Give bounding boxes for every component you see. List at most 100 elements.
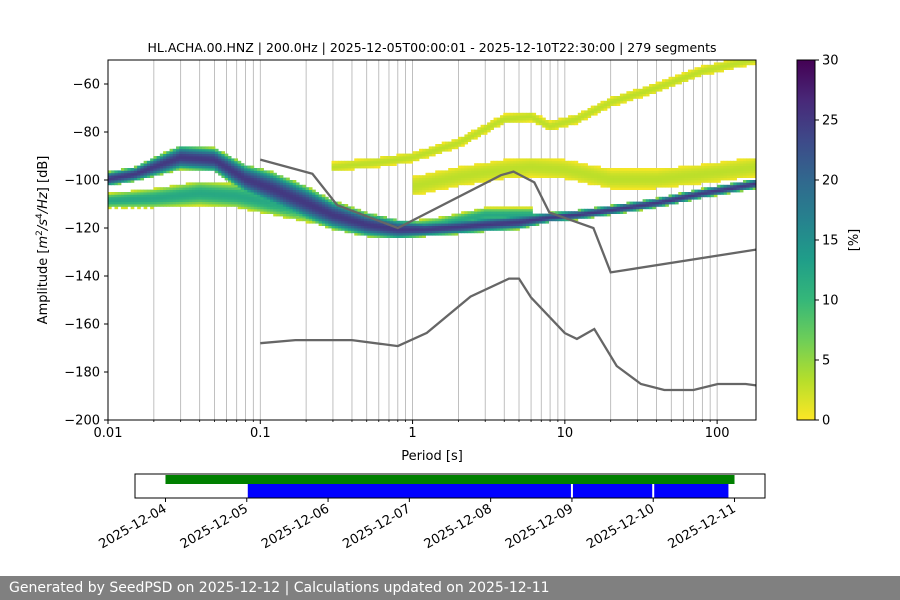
heatmap-cell: [448, 180, 452, 183]
heatmap-cell: [451, 177, 456, 181]
heatmap-cell: [513, 117, 517, 121]
heatmap-cell: [658, 175, 663, 178]
heatmap-cell: [208, 182, 213, 186]
heatmap-cell: [257, 184, 261, 188]
heatmap-cell: [344, 216, 349, 219]
heatmap-cell: [192, 156, 196, 159]
heatmap-cell: [166, 156, 170, 159]
heatmap-cell: [723, 184, 728, 188]
heatmap-cell: [250, 201, 255, 205]
heatmap-cell: [474, 177, 478, 181]
heatmap-cell: [211, 187, 216, 190]
heatmap-cell: [606, 100, 611, 104]
heatmap-cell: [189, 151, 193, 154]
heatmap-cell: [464, 211, 469, 214]
y-axis-label-part: m: [36, 236, 51, 249]
heatmap-cell: [425, 172, 430, 176]
heatmap-cell: [470, 129, 475, 133]
heatmap-cell: [163, 170, 167, 174]
heatmap-cell: [273, 177, 277, 181]
heatmap-cell: [393, 156, 397, 159]
heatmap-cell: [632, 168, 637, 171]
heatmap-cell: [535, 216, 540, 219]
heatmap-cell: [111, 201, 115, 205]
heatmap-cell: [409, 225, 413, 229]
heatmap-cell: [159, 187, 164, 190]
heatmap-cell: [506, 216, 511, 219]
heatmap-cell: [723, 192, 728, 195]
heatmap-cell: [730, 67, 734, 70]
heatmap-cell: [425, 148, 430, 152]
heatmap-cell: [467, 180, 472, 183]
heatmap-cell: [205, 148, 209, 152]
heatmap-cell: [189, 182, 193, 186]
heatmap-cell: [208, 163, 213, 166]
heatmap-cell: [169, 199, 174, 202]
heatmap-cell: [389, 228, 394, 231]
heatmap-cell: [451, 216, 456, 219]
heatmap-cell: [687, 165, 692, 169]
heatmap-cell: [130, 177, 135, 181]
heatmap-cell: [146, 165, 151, 169]
heatmap-cell: [163, 187, 167, 190]
heatmap-cell: [292, 182, 297, 186]
heatmap-cell: [503, 117, 507, 121]
heatmap-cell: [137, 206, 141, 210]
heatmap-cell: [694, 180, 699, 183]
heatmap-cell: [143, 194, 148, 198]
heatmap-cell: [341, 211, 345, 214]
heatmap-cell: [519, 211, 524, 214]
heatmap-cell: [739, 60, 744, 63]
heatmap-cell: [470, 168, 475, 171]
heatmap-cell: [587, 216, 592, 219]
y-tick-label: −80: [73, 126, 100, 141]
heatmap-cell: [610, 96, 614, 99]
heatmap-cell: [545, 172, 550, 176]
heatmap-cell: [487, 225, 491, 229]
heatmap-cell: [198, 194, 203, 198]
heatmap-cell: [713, 175, 718, 178]
heatmap-cell: [483, 165, 488, 169]
heatmap-cell: [370, 165, 375, 169]
heatmap-cell: [150, 160, 154, 164]
heatmap-cell: [529, 223, 533, 226]
heatmap-cell: [231, 196, 235, 200]
heatmap-cell: [325, 201, 329, 205]
heatmap-cell: [260, 206, 264, 210]
heatmap-cell: [470, 180, 475, 183]
heatmap-cell: [276, 189, 281, 193]
heatmap-cell: [380, 163, 384, 166]
heatmap-cell: [208, 153, 213, 157]
heatmap-cell: [487, 122, 491, 126]
heatmap-cell: [244, 201, 248, 205]
heatmap-cell: [710, 189, 715, 193]
heatmap-cell: [509, 120, 514, 123]
heatmap-cell: [140, 165, 145, 169]
heatmap-cell: [150, 163, 154, 166]
heatmap-cell: [717, 64, 721, 68]
heatmap-cell: [351, 220, 355, 224]
heatmap-cell: [370, 232, 375, 236]
heatmap-cell: [749, 170, 754, 174]
heatmap-cell: [159, 165, 164, 169]
heatmap-cell: [461, 220, 465, 224]
heatmap-cell: [525, 165, 530, 169]
heatmap-cell: [321, 208, 326, 212]
heatmap-cell: [380, 218, 384, 222]
heatmap-cell: [263, 192, 268, 195]
heatmap-cell: [454, 172, 459, 176]
heatmap-cell: [273, 208, 277, 212]
heatmap-cell: [723, 172, 728, 176]
heatmap-cell: [182, 153, 187, 157]
heatmap-cell: [338, 218, 342, 222]
heatmap-cell: [321, 201, 326, 205]
heatmap-cell: [182, 201, 187, 205]
heatmap-cell: [649, 201, 653, 205]
heatmap-cell: [360, 223, 365, 226]
heatmap-cell: [399, 160, 404, 164]
heatmap-cell: [506, 208, 511, 212]
heatmap-cell: [140, 175, 145, 178]
heatmap-cell: [363, 225, 368, 229]
heatmap-cell: [140, 172, 145, 176]
heatmap-cell: [448, 172, 452, 176]
